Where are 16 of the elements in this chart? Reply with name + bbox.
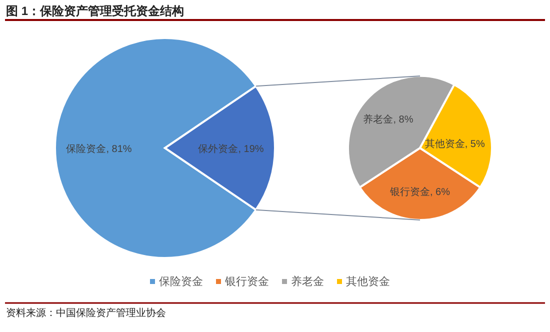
slice-label: 养老金 xyxy=(363,114,394,126)
data-label: , 5% xyxy=(464,139,486,150)
legend-label: 养老金 xyxy=(291,275,324,288)
slice-label: 保险资金 xyxy=(66,143,106,155)
slice-label: 其他资金 xyxy=(424,138,465,150)
legend-label: 其他资金 xyxy=(346,275,390,288)
chart-title: 图 1：保险资产管理受托资金结构 xyxy=(6,4,184,18)
data-label: , 8% xyxy=(393,114,414,126)
data-label: , 19% xyxy=(238,144,264,155)
legend-label: 银行资金 xyxy=(224,276,269,288)
text: 资料来源：中国保险资产管理业协会 xyxy=(6,307,166,319)
data-label: , 81% xyxy=(106,144,132,155)
slice-label: 保外资金 xyxy=(198,143,238,155)
legend-label: 保险资金 xyxy=(159,276,203,288)
data-label: , 6% xyxy=(430,187,450,198)
slice-label: 银行资金 xyxy=(388,186,430,198)
